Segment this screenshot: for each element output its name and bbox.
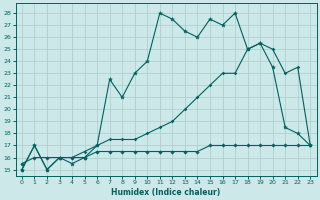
X-axis label: Humidex (Indice chaleur): Humidex (Indice chaleur) [111, 188, 221, 197]
